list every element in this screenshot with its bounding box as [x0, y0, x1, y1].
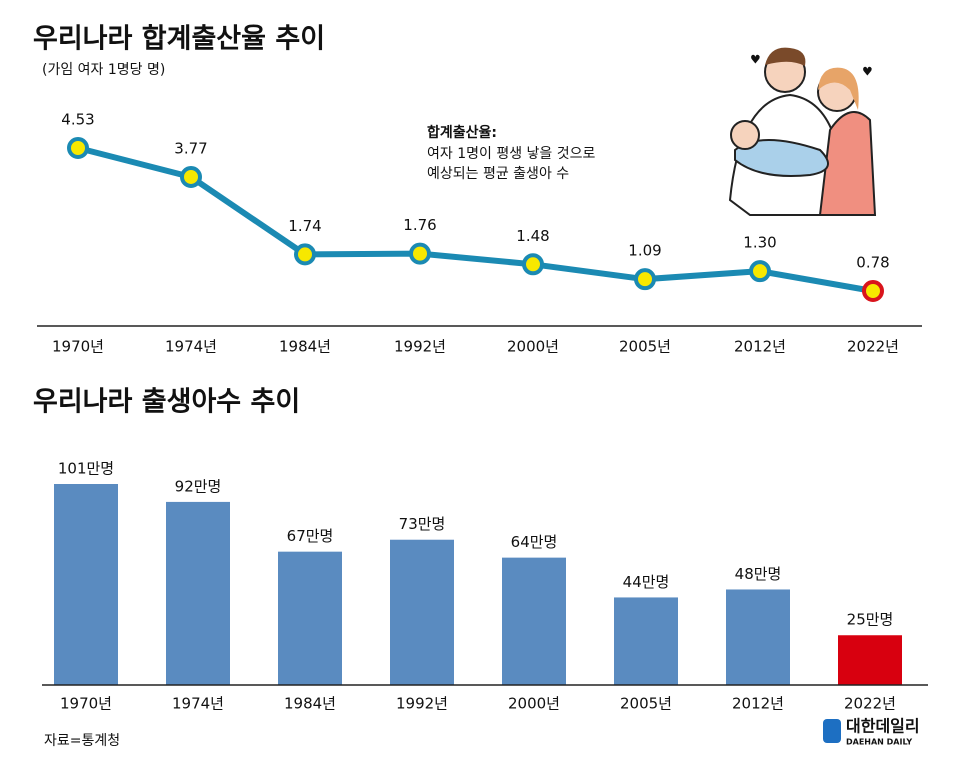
data-label: 67만명: [287, 527, 334, 545]
data-label: 4.53: [61, 111, 94, 129]
point: [67, 137, 89, 159]
logo-english: DAEHAN DAILY: [846, 738, 912, 747]
data-label: 0.78: [856, 254, 889, 272]
data-label: 73만명: [399, 515, 446, 533]
data-label: 101만명: [58, 460, 114, 478]
data-label: 1.76: [403, 216, 436, 234]
bar: [502, 557, 566, 685]
annotation-line: 여자 1명이 평생 낳을 것으로: [427, 146, 596, 162]
data-label: 3.77: [174, 139, 207, 157]
bar: [838, 635, 902, 685]
x-tick-label: 2000년: [507, 338, 559, 356]
line-chart-title: 우리나라 합계출산율 추이: [33, 24, 325, 55]
illustration-heart: ♥: [862, 65, 873, 79]
annotation-line: 예상되는 평균 출생아 수: [427, 166, 569, 182]
illustration-shape: [818, 111, 877, 216]
family-illustration: ♥ ♥: [728, 47, 877, 216]
point: [634, 268, 656, 291]
x-tick-label: 1974년: [172, 695, 224, 713]
x-tick-label: 2005년: [619, 338, 671, 356]
x-tick-label: 2012년: [734, 338, 786, 356]
annotation-title: 합계출산율:: [427, 124, 497, 141]
source: 자료=통계청: [44, 733, 120, 749]
x-tick-label: 1992년: [394, 338, 446, 356]
x-tick-label: 2022년: [847, 338, 899, 356]
data-label: 1.09: [628, 242, 661, 260]
illustration-shape: [734, 139, 829, 177]
data-label: 1.30: [743, 234, 776, 252]
point: [749, 260, 771, 283]
bar: [54, 484, 118, 685]
bar: [278, 551, 342, 685]
x-tick-label: 1984년: [284, 695, 336, 713]
data-label: 48만명: [735, 565, 782, 583]
bar: [726, 589, 790, 685]
point: [294, 243, 316, 266]
x-tick-label: 2012년: [732, 695, 784, 713]
bar: [390, 539, 454, 685]
point: [862, 280, 884, 302]
line-chart-subtitle: (가임 여자 1명당 명): [42, 62, 165, 78]
logo-icon: [823, 719, 841, 743]
data-label: 92만명: [175, 477, 222, 495]
illustration-shape: [765, 47, 806, 66]
data-label: 25만명: [847, 611, 894, 629]
x-tick-label: 2000년: [508, 695, 560, 713]
logo-name: 대한데일리: [846, 717, 920, 736]
data-label: 1.74: [288, 217, 321, 235]
point: [180, 165, 202, 188]
point: [409, 242, 431, 265]
illustration-heart: ♥: [750, 53, 761, 67]
logo: 대한데일리 DAEHAN DAILY: [823, 717, 920, 747]
data-label: 44만명: [623, 573, 670, 591]
x-tick-label: 1992년: [396, 695, 448, 713]
bar: [614, 597, 678, 685]
x-tick-label: 1970년: [52, 338, 104, 356]
x-tick-label: 1970년: [60, 695, 112, 713]
point: [522, 253, 544, 276]
x-tick-label: 1984년: [279, 338, 331, 356]
bar: [166, 501, 230, 685]
x-tick-label: 2022년: [844, 695, 896, 713]
illustration-shape: [818, 67, 859, 110]
x-tick-label: 1974년: [165, 338, 217, 356]
illustration-shape: [730, 120, 760, 150]
line: [77, 145, 874, 294]
bar-chart-title: 우리나라 출생아수 추이: [33, 387, 300, 418]
data-label: 1.48: [516, 227, 549, 245]
x-tick-label: 2005년: [620, 695, 672, 713]
data-label: 64만명: [511, 533, 558, 551]
